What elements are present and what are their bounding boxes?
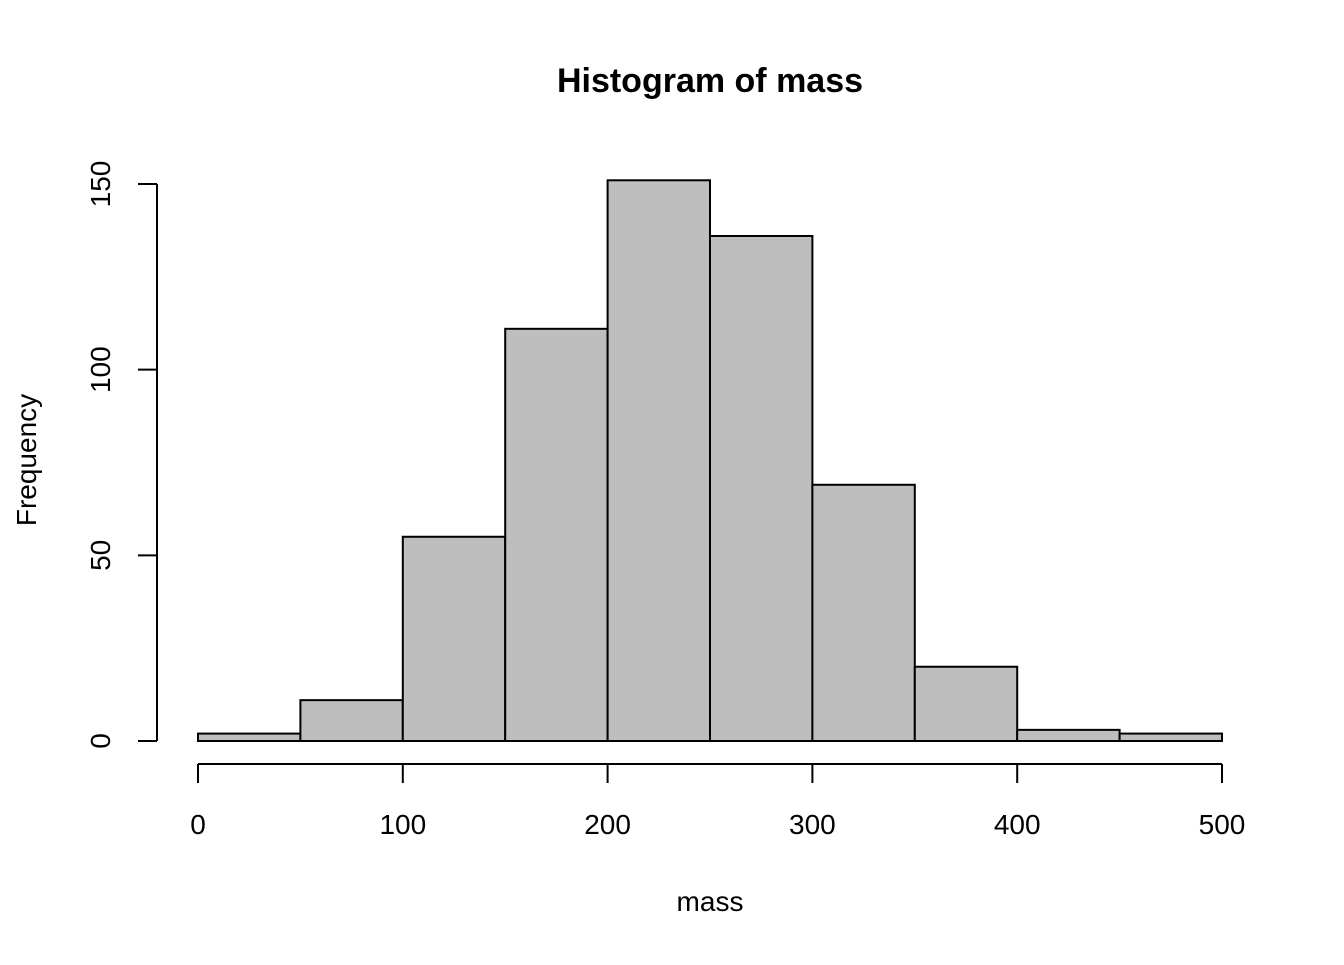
y-tick-label: 150 [85,161,116,208]
histogram-bar-250-300 [709,234,814,742]
x-axis-label: mass [677,886,744,917]
histogram-bar-150-200 [504,327,609,742]
y-axis-label: Frequency [11,394,42,526]
histogram-bar-50-100 [299,699,404,742]
histogram-bar-400-450 [1016,728,1121,742]
chart-title: Histogram of mass [557,62,863,100]
y-axis: 0 50 100 150 [85,161,158,749]
bars-group [197,179,1223,743]
histogram-bar-350-400 [913,665,1019,743]
x-axis: 0 100 200 300 400 500 [190,763,1246,840]
histogram-bar-300-350 [811,483,916,742]
x-tick-label: 300 [789,809,836,840]
x-tick-label: 200 [584,809,631,840]
histogram-bar-200-250 [606,179,711,742]
y-tick-label: 0 [85,733,116,749]
y-tick-label: 50 [85,540,116,571]
y-tick-label: 100 [85,346,116,393]
x-tick-label: 0 [190,809,206,840]
histogram-bar-100-150 [401,535,507,742]
histogram-bar-0-50 [197,732,302,742]
x-tick-label: 500 [1199,809,1246,840]
x-tick-label: 100 [379,809,426,840]
histogram-bar-450-500 [1118,732,1223,742]
x-tick-label: 400 [994,809,1041,840]
